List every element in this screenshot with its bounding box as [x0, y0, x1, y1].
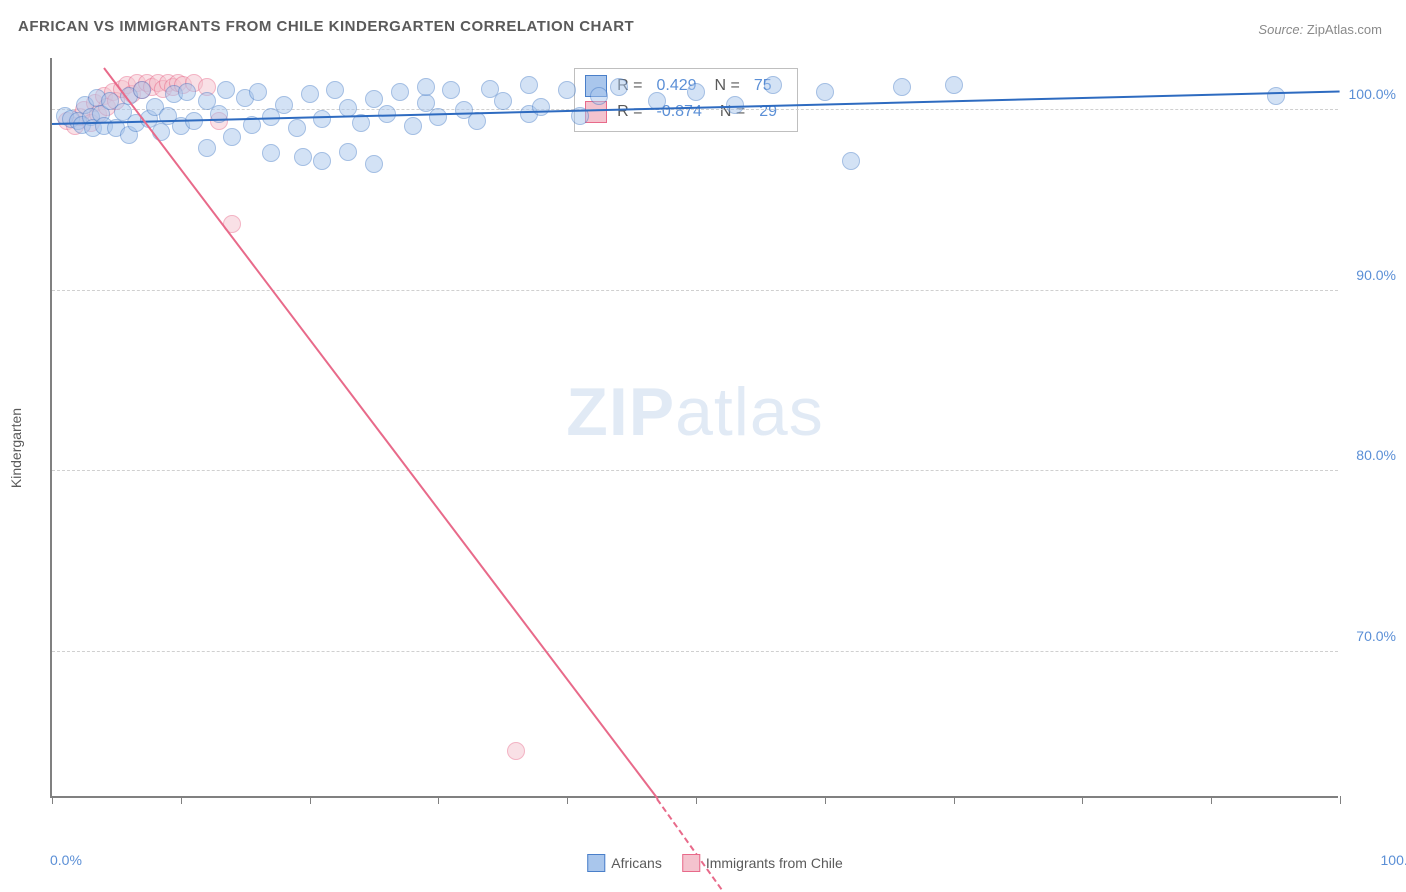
x-tick	[52, 796, 53, 804]
y-tick-label: 90.0%	[1356, 267, 1396, 283]
plot-area: ZIPatlas R =0.429N =75R =-0.874N =29 100…	[50, 58, 1338, 798]
data-point	[816, 83, 834, 101]
legend: Africans Immigrants from Chile	[587, 854, 843, 872]
data-point	[217, 81, 235, 99]
trend-line-dashed	[657, 798, 723, 889]
data-point	[468, 112, 486, 130]
source-value: ZipAtlas.com	[1307, 22, 1382, 37]
data-point	[442, 81, 460, 99]
x-tick	[696, 796, 697, 804]
data-point	[313, 110, 331, 128]
x-axis-min-label: 0.0%	[50, 852, 82, 868]
x-tick	[438, 796, 439, 804]
data-point	[249, 83, 267, 101]
data-point	[842, 152, 860, 170]
stats-r-label: R =	[617, 103, 642, 121]
watermark-atlas: atlas	[675, 374, 824, 450]
data-point	[262, 144, 280, 162]
data-point	[507, 742, 525, 760]
legend-swatch	[587, 854, 605, 872]
data-point	[391, 83, 409, 101]
legend-item: Immigrants from Chile	[682, 854, 843, 872]
x-tick	[954, 796, 955, 804]
data-point	[610, 78, 628, 96]
data-point	[294, 148, 312, 166]
x-tick	[1082, 796, 1083, 804]
y-tick-label: 100.0%	[1349, 86, 1396, 102]
legend-item: Africans	[587, 854, 662, 872]
x-tick	[1340, 796, 1341, 804]
data-point	[558, 81, 576, 99]
source-attribution: Source: ZipAtlas.com	[1258, 22, 1382, 37]
data-point	[764, 76, 782, 94]
trend-line	[103, 67, 658, 799]
x-tick	[181, 796, 182, 804]
y-tick-label: 70.0%	[1356, 628, 1396, 644]
gridline	[52, 651, 1338, 652]
data-point	[520, 76, 538, 94]
data-point	[223, 128, 241, 146]
watermark: ZIPatlas	[566, 373, 823, 451]
data-point	[339, 143, 357, 161]
x-tick	[310, 796, 311, 804]
gridline	[52, 470, 1338, 471]
y-axis-label: Kindergarten	[8, 408, 24, 488]
data-point	[590, 87, 608, 105]
data-point	[275, 96, 293, 114]
data-point	[417, 94, 435, 112]
legend-label: Immigrants from Chile	[706, 855, 843, 871]
x-axis-max-label: 100.0%	[1381, 852, 1406, 868]
stats-row: R =-0.874N =29	[585, 99, 785, 125]
legend-swatch	[682, 854, 700, 872]
data-point	[365, 90, 383, 108]
x-tick	[1211, 796, 1212, 804]
data-point	[494, 92, 512, 110]
data-point	[301, 85, 319, 103]
data-point	[687, 83, 705, 101]
stats-box: R =0.429N =75R =-0.874N =29	[574, 68, 798, 132]
data-point	[313, 152, 331, 170]
legend-label: Africans	[611, 855, 662, 871]
plot-wrap: Kindergarten ZIPatlas R =0.429N =75R =-0…	[50, 58, 1380, 838]
data-point	[893, 78, 911, 96]
data-point	[178, 83, 196, 101]
data-point	[417, 78, 435, 96]
gridline	[52, 290, 1338, 291]
data-point	[532, 98, 550, 116]
data-point	[404, 117, 422, 135]
chart-title: AFRICAN VS IMMIGRANTS FROM CHILE KINDERG…	[18, 18, 634, 35]
data-point	[429, 108, 447, 126]
data-point	[945, 76, 963, 94]
x-tick	[825, 796, 826, 804]
source-label: Source:	[1258, 22, 1303, 37]
x-tick	[567, 796, 568, 804]
data-point	[133, 81, 151, 99]
gridline	[52, 109, 1338, 110]
data-point	[1267, 87, 1285, 105]
data-point	[326, 81, 344, 99]
stats-n-label: N =	[715, 77, 740, 95]
data-point	[288, 119, 306, 137]
y-tick-label: 80.0%	[1356, 447, 1396, 463]
data-point	[365, 155, 383, 173]
data-point	[198, 139, 216, 157]
watermark-zip: ZIP	[566, 374, 675, 450]
